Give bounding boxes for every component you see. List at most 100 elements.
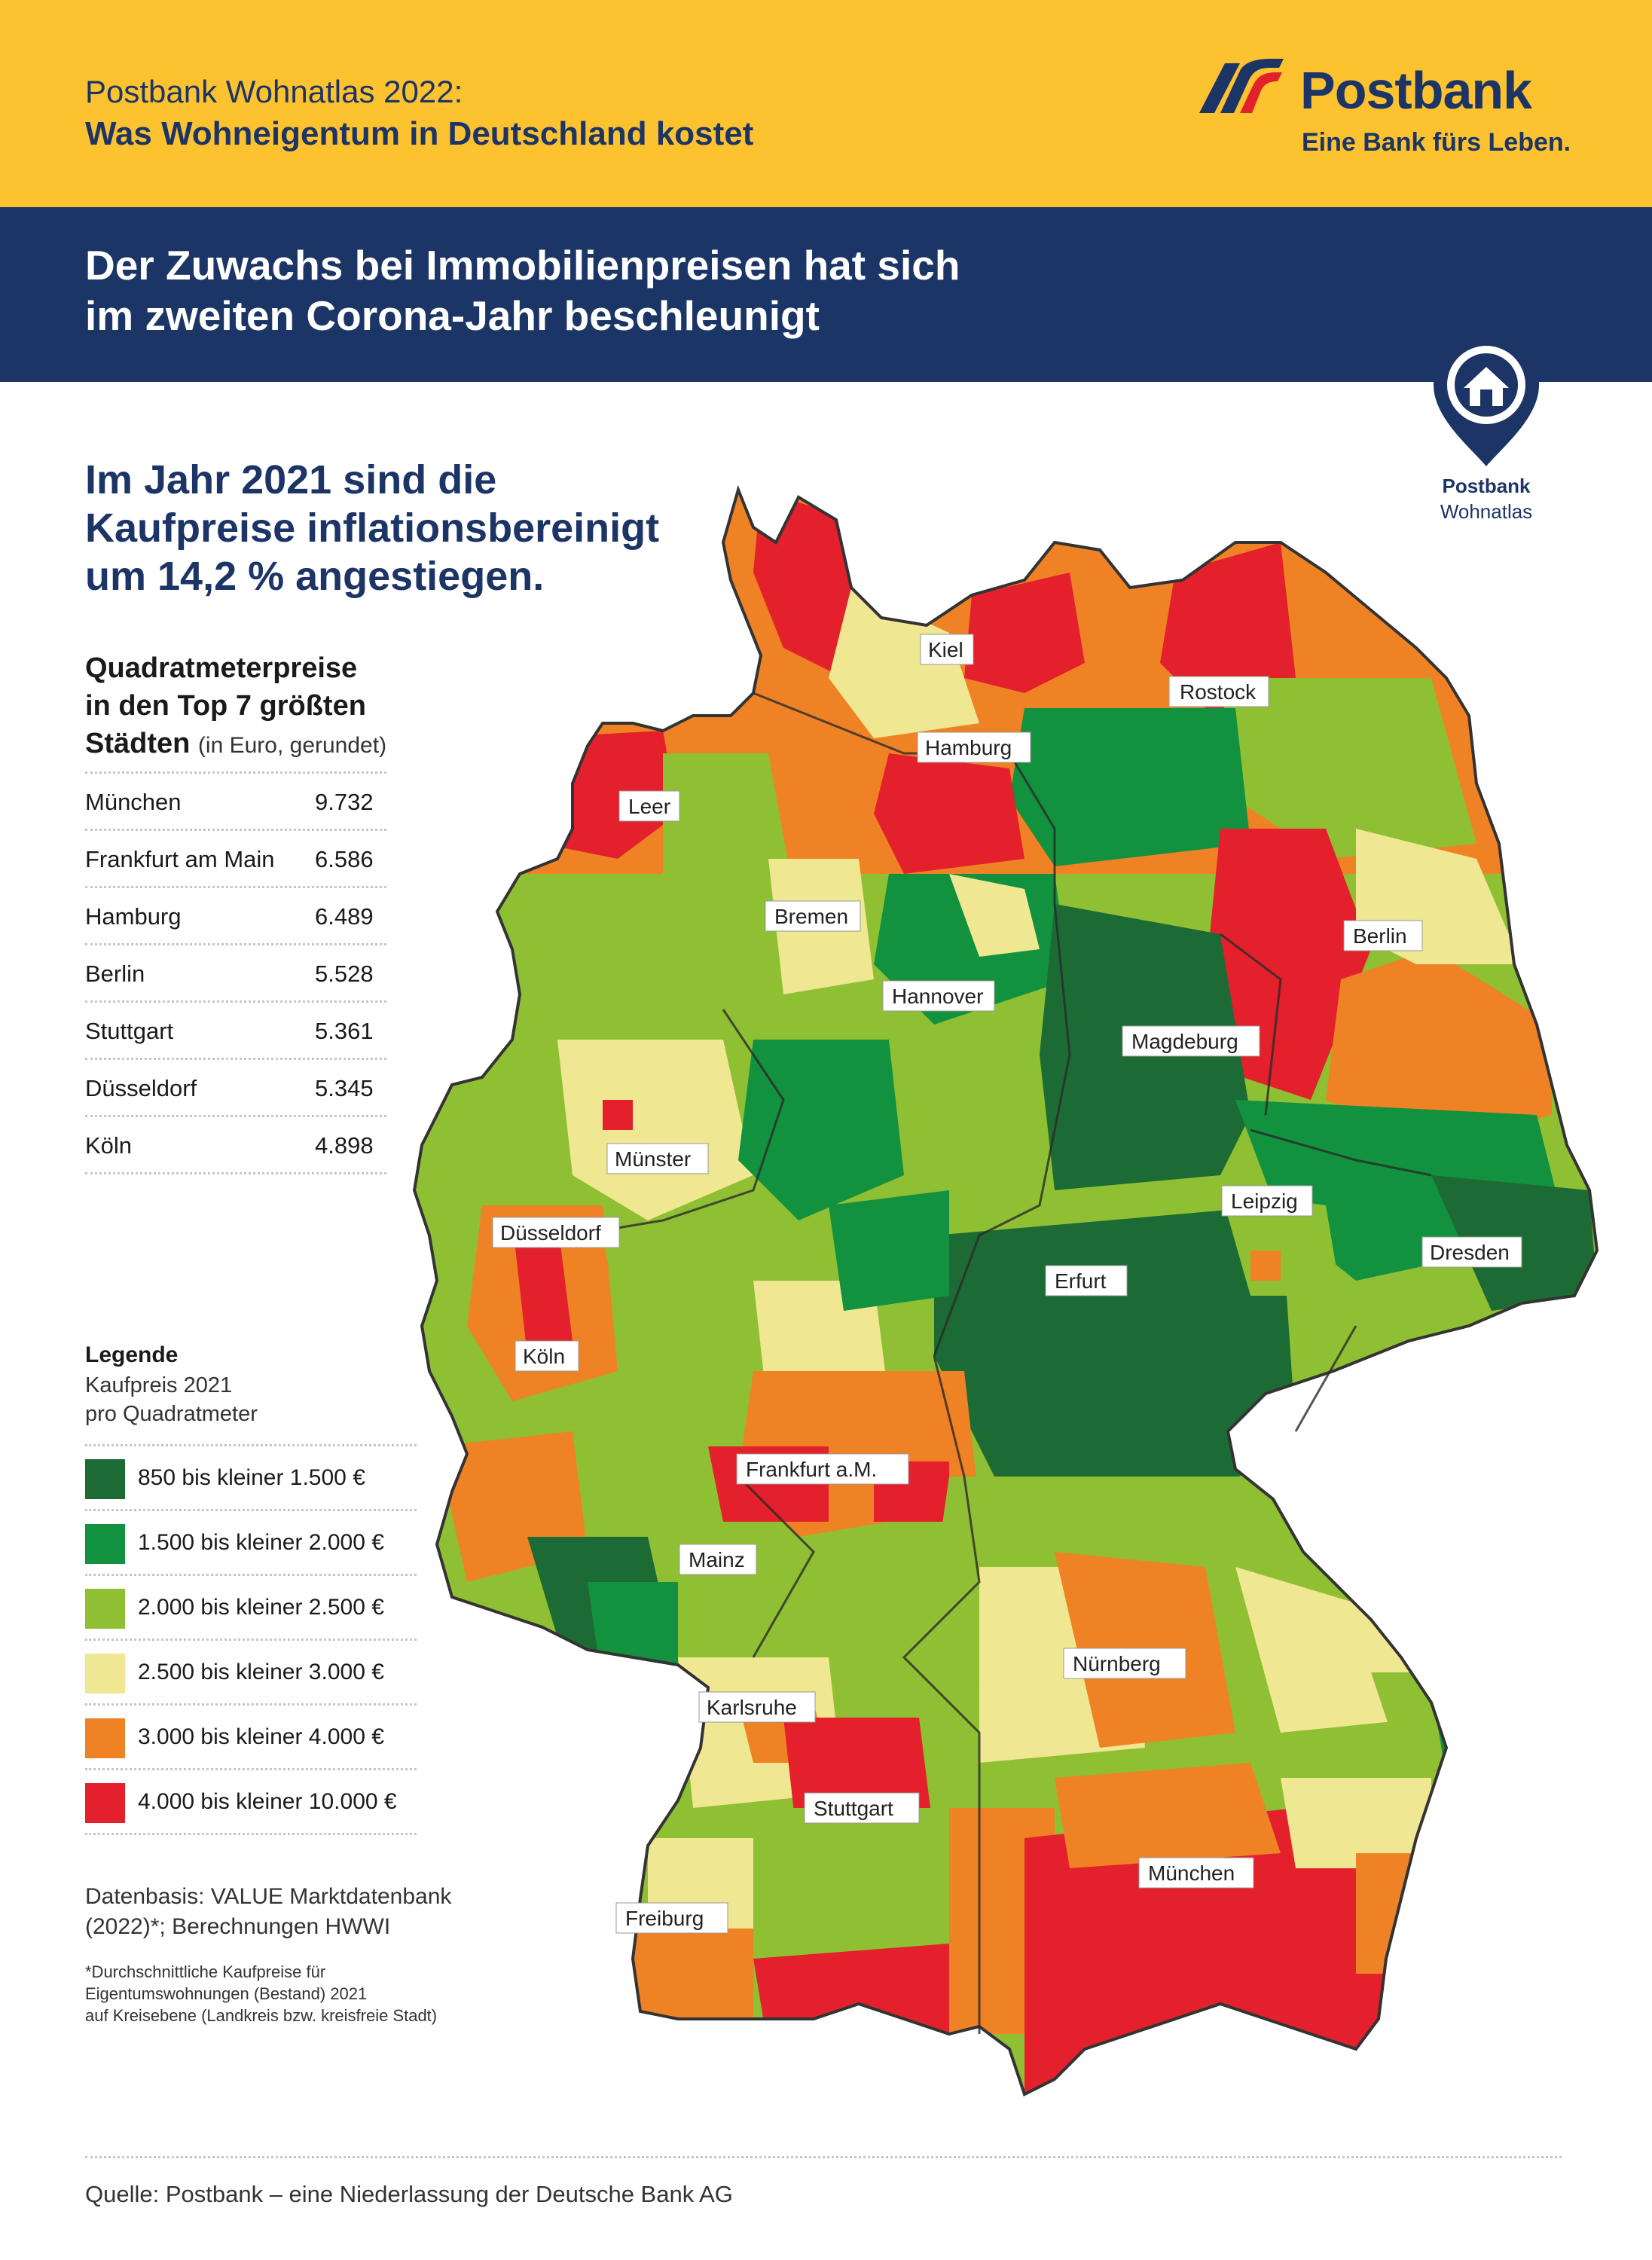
table-title-line1: Quadratmeterpreise [85,652,358,684]
svg-text:Köln: Köln [523,1345,565,1368]
table-row: Stuttgart 5.361 [85,1003,386,1060]
svg-text:Leer: Leer [628,795,670,818]
table-city: München [85,789,182,815]
table-row: München 9.732 [85,774,386,831]
svg-text:Hannover: Hannover [892,985,983,1008]
map-label-magdeburg: Magdeburg [1122,1025,1260,1057]
svg-text:Stuttgart: Stuttgart [814,1797,893,1820]
map-label-hannover: Hannover [882,980,995,1012]
table-city: Köln [85,1132,133,1159]
svg-text:Hamburg: Hamburg [925,736,1012,759]
map-label-nuernberg: Nürnberg [1063,1648,1186,1679]
footer-source: Quelle: Postbank – eine Niederlassung de… [85,2181,733,2207]
table-row: Hamburg 6.489 [85,888,386,945]
table-value: 6.586 [315,846,374,872]
legend-label: 2.500 bis kleiner 3.000 € [138,1660,384,1684]
map-label-hamburg: Hamburg [917,731,1031,763]
legend-swatch [85,1459,125,1499]
headline-line2: Kaufpreise inflationsbereinigt [85,505,660,551]
legend-item: 850 bis kleiner 1.500 € [85,1446,417,1511]
map-label-duesseldorf: Düsseldorf [492,1217,620,1248]
table-city: Hamburg [85,903,182,930]
svg-text:Berlin: Berlin [1353,924,1407,948]
price-table: München 9.732 Frankfurt am Main 6.586 Hamb… [85,771,386,1174]
table-city: Berlin [85,960,145,987]
svg-text:Leipzig: Leipzig [1231,1190,1298,1213]
germany-price-map: Kiel Rostock Hamburg Leer Bremen Berlin … [413,488,1599,2096]
svg-text:Nürnberg: Nürnberg [1073,1652,1161,1675]
map-label-muenchen: München [1138,1857,1254,1889]
table-value: 5.345 [315,1075,374,1101]
map-label-leer: Leer [618,790,680,822]
footnote-line1: *Durchschnittliche Kaufpreise für [85,1962,326,1981]
svg-text:Frankfurt a.M.: Frankfurt a.M. [746,1458,877,1481]
legend-subtitle-2: pro Quadratmeter [85,1402,258,1426]
table-title-line3: Städten [85,728,191,759]
legend-swatch [85,1524,125,1564]
legend-label: 3.000 bis kleiner 4.000 € [138,1724,384,1749]
badge-title: Postbank [1442,475,1531,497]
table-title-line2: in den Top 7 größten [85,690,366,722]
svg-text:Freiburg: Freiburg [625,1907,704,1930]
table-value: 4.898 [315,1132,374,1159]
map-label-frankfurt: Frankfurt a.M. [736,1453,909,1485]
legend-swatch [85,1589,125,1629]
map-label-leipzig: Leipzig [1221,1185,1313,1217]
legend-item: 1.500 bis kleiner 2.000 € [85,1511,417,1576]
map-label-freiburg: Freiburg [615,1902,728,1934]
svg-text:Kiel: Kiel [928,638,963,661]
svg-text:Dresden: Dresden [1430,1241,1510,1264]
svg-text:Mainz: Mainz [689,1548,745,1571]
table-city: Frankfurt am Main [85,846,275,872]
svg-text:Karlsruhe: Karlsruhe [707,1696,797,1719]
footnote-line3: auf Kreisebene (Landkreis bzw. kreisfrei… [85,2006,438,2025]
logo-tagline: Eine Bank fürs Leben. [1302,128,1571,157]
legend-title: Legende [85,1342,179,1367]
legend-label: 850 bis kleiner 1.500 € [138,1465,365,1490]
map-label-erfurt: Erfurt [1045,1265,1128,1296]
table-row: Düsseldorf 5.345 [85,1060,386,1117]
svg-text:Erfurt: Erfurt [1055,1269,1107,1293]
table-city: Düsseldorf [85,1075,197,1101]
table-title: Quadratmeterpreise in den Top 7 größten … [85,649,432,765]
svg-text:München: München [1148,1861,1235,1885]
header-title-line2: Was Wohneigentum in Deutschland kostet [85,115,754,152]
banner: Der Zuwachs bei Immobilienpreisen hat si… [0,207,1652,382]
table-city: Stuttgart [85,1018,174,1044]
table-value: 5.528 [315,960,374,987]
map-label-koeln: Köln [515,1340,579,1372]
map-label-mainz: Mainz [679,1544,757,1575]
banner-line2: im zweiten Corona-Jahr beschleunigt [85,292,820,339]
svg-text:Düsseldorf: Düsseldorf [500,1221,601,1245]
header-bar: Postbank Wohnatlas 2022: Was Wohneigentu… [0,0,1652,207]
data-source-line1: Datenbasis: VALUE Marktdatenbank [85,1884,452,1909]
legend-item: 2.000 bis kleiner 2.500 € [85,1576,417,1641]
map-label-rostock: Rostock [1168,676,1269,707]
table-title-note: (in Euro, gerundet) [197,733,387,758]
legend-label: 4.000 bis kleiner 10.000 € [138,1789,397,1814]
logo-wordmark: Postbank [1300,61,1532,120]
map-label-bremen: Bremen [765,900,861,932]
table-value: 9.732 [315,789,374,815]
footer-divider [85,2156,1562,2158]
badge-subtitle: Wohnatlas [1440,500,1533,523]
legend-swatch [85,1783,125,1823]
table-value: 6.489 [315,903,374,930]
legend: 850 bis kleiner 1.500 € 1.500 bis kleine… [85,1444,417,1835]
table-row: Köln 4.898 [85,1117,386,1174]
map-label-kiel: Kiel [920,634,974,665]
footnote-line2: Eigentumswohnungen (Bestand) 2021 [85,1984,368,2003]
legend-item: 4.000 bis kleiner 10.000 € [85,1770,417,1835]
svg-text:Magdeburg: Magdeburg [1131,1030,1238,1053]
home-pin-icon [1434,334,1539,466]
legend-item: 3.000 bis kleiner 4.000 € [85,1706,417,1770]
map-label-muenster: Münster [606,1143,709,1174]
svg-text:Rostock: Rostock [1180,680,1257,704]
legend-swatch [85,1654,125,1693]
legend-subtitle-1: Kaufpreis 2021 [85,1373,233,1397]
map-label-berlin: Berlin [1343,920,1423,951]
legend-label: 1.500 bis kleiner 2.000 € [138,1530,384,1555]
banner-line1: Der Zuwachs bei Immobilienpreisen hat si… [85,242,960,289]
legend-label: 2.000 bis kleiner 2.500 € [138,1595,384,1620]
header-title-line1: Postbank Wohnatlas 2022: [85,74,463,109]
